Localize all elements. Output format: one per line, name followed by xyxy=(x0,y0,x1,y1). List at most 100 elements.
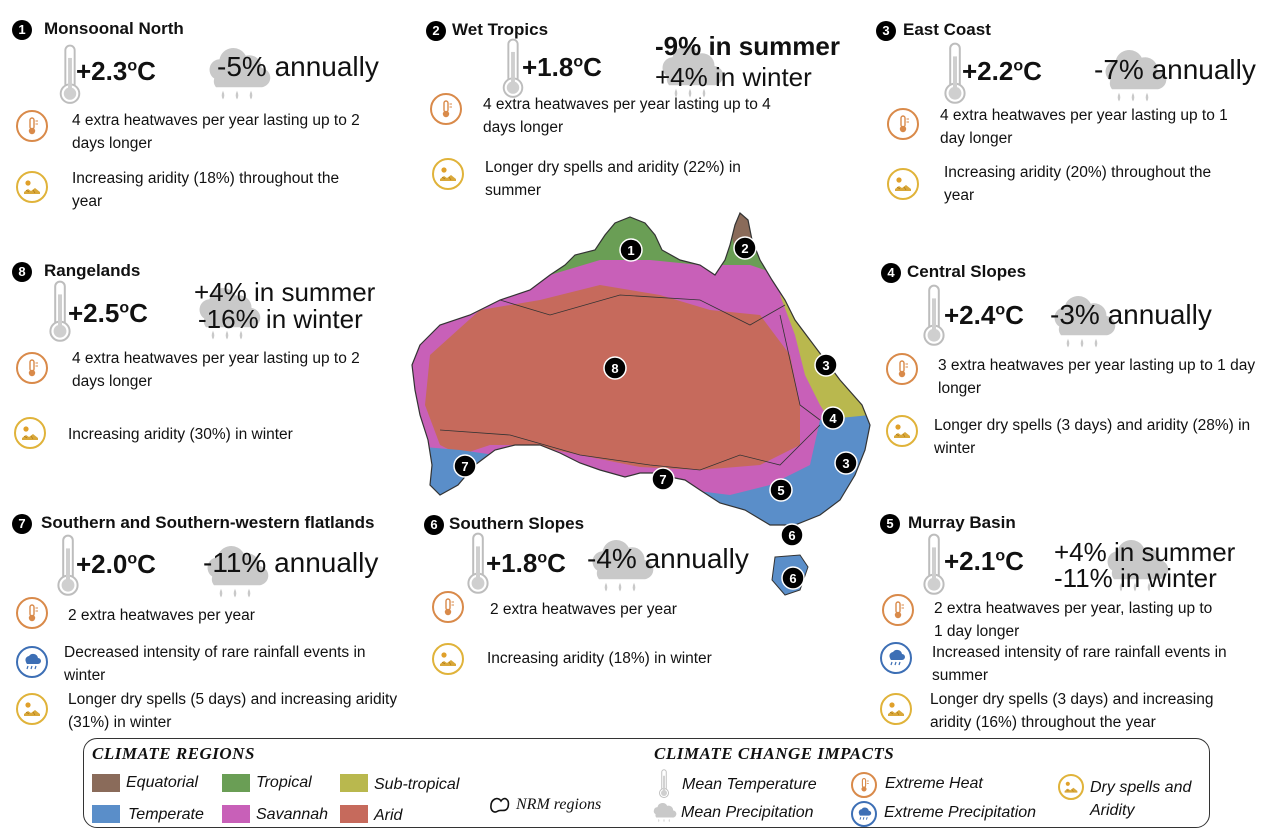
temperature-change: +2.3oC xyxy=(76,56,156,86)
legend-mean-temp: Mean Temperature xyxy=(682,776,817,793)
temperate-zone-west xyxy=(412,445,510,525)
nrm-boundary-icon xyxy=(490,797,510,813)
impact-text: 3 extra heatwaves per year lasting up to… xyxy=(938,357,1256,397)
region-number-badge: 1 xyxy=(12,20,32,40)
legend-mean-precip: Mean Precipitation xyxy=(681,804,814,821)
temperature-change: +2.0oC xyxy=(76,549,156,579)
extreme-heat-icon xyxy=(887,108,919,140)
extreme-precipitation-icon xyxy=(851,801,877,827)
extreme-heat-icon xyxy=(430,93,462,125)
extreme-heat-icon xyxy=(16,110,48,142)
impact-text: Increasing aridity (18%) throughout the … xyxy=(72,170,340,210)
map-badge-5: 5 xyxy=(777,483,784,498)
map-badge-6b: 6 xyxy=(789,571,796,586)
map-badge-7b: 7 xyxy=(659,472,666,487)
swatch-tropical xyxy=(222,774,250,792)
temperature-change: +2.2oC xyxy=(962,56,1042,86)
impact-text: Increasing aridity (18%) in winter xyxy=(487,650,712,667)
swatch-temperate xyxy=(92,805,120,823)
impact-text: Increasing aridity (20%) throughout the … xyxy=(944,164,1212,204)
legend-impacts-title: CLIMATE CHANGE IMPACTS xyxy=(654,744,895,763)
extreme-precipitation-icon xyxy=(880,642,912,674)
impact-text: 2 extra heatwaves per year xyxy=(490,601,677,618)
region-number-badge: 5 xyxy=(880,514,900,534)
legend-extreme-precip: Extreme Precipitation xyxy=(884,804,1037,821)
nrm-boundary xyxy=(779,314,821,421)
map-badge-3: 3 xyxy=(822,358,829,373)
australia-climate-map: 1 2 8 3 4 3 7 7 5 6 6 xyxy=(411,212,871,596)
extreme-heat-icon xyxy=(432,591,464,623)
dry-spells-icon xyxy=(16,171,48,203)
impact-text: Increased intensity of rare rainfall eve… xyxy=(932,644,1227,684)
dry-spells-icon xyxy=(887,168,919,200)
precipitation-change: -7% annually xyxy=(1094,54,1256,85)
nrm-boundary xyxy=(439,424,821,471)
legend-equatorial: Equatorial xyxy=(126,774,199,791)
dry-spells-icon xyxy=(16,693,48,725)
extreme-heat-icon xyxy=(16,352,48,384)
map-badge-3b: 3 xyxy=(842,456,849,471)
swatch-equatorial xyxy=(92,774,120,792)
impact-text: Increasing aridity (30%) in winter xyxy=(68,426,293,443)
map-badge-2: 2 xyxy=(741,241,748,256)
extreme-heat-icon xyxy=(16,597,48,629)
dry-spells-icon xyxy=(886,415,918,447)
impact-text: 2 extra heatwaves per year, lasting up t… xyxy=(934,600,1213,640)
impact-text: 4 extra heatwaves per year lasting up to… xyxy=(483,96,771,136)
legend-nrm: NRM regions xyxy=(516,796,602,813)
precipitation-change-winter: -16% in winter xyxy=(198,304,363,334)
legend-subtropical: Sub-tropical xyxy=(374,776,460,793)
legend-temperate: Temperate xyxy=(128,806,204,823)
temperature-change: +1.8oC xyxy=(486,548,566,578)
dry-spells-icon xyxy=(880,693,912,725)
map-badge-6: 6 xyxy=(788,528,795,543)
legend-regions-title: CLIMATE REGIONS xyxy=(92,744,255,763)
temperate-zone-east xyxy=(690,415,870,525)
region-number-badge: 4 xyxy=(881,263,901,283)
temperature-change: +1.8oC xyxy=(522,52,602,82)
temperature-change: +2.5oC xyxy=(68,298,148,328)
map-badge-7: 7 xyxy=(461,459,468,474)
extreme-heat-icon xyxy=(882,594,914,626)
extreme-heat-icon xyxy=(886,353,918,385)
mean-precipitation-icon xyxy=(651,802,677,824)
impact-text: Longer dry spells (3 days) and aridity (… xyxy=(934,417,1251,457)
impact-text: Longer dry spells (5 days) and increasin… xyxy=(68,691,398,731)
region-title: Central Slopes xyxy=(907,262,1027,281)
impact-text: 2 extra heatwaves per year xyxy=(68,607,255,624)
legend-extreme-heat: Extreme Heat xyxy=(885,775,983,792)
region-number-badge: 8 xyxy=(12,262,32,282)
map-badge-1: 1 xyxy=(627,243,634,258)
precipitation-change-winter: -11% in winter xyxy=(1054,563,1217,593)
mean-temperature-icon xyxy=(657,769,671,799)
legend-arid: Arid xyxy=(374,807,403,824)
precipitation-change-summer: +4% in summer xyxy=(194,277,376,307)
impact-text: 4 extra heatwaves per year lasting up to… xyxy=(72,350,360,390)
precipitation-change-summer: -9% in summer xyxy=(655,31,840,61)
region-number-badge: 3 xyxy=(876,21,896,41)
precipitation-change-summer: +4% in summer xyxy=(1054,537,1236,567)
region-number-badge: 6 xyxy=(424,515,444,535)
nrm-boundary xyxy=(499,294,786,326)
swatch-arid xyxy=(340,805,368,823)
impact-text: Longer dry spells (3 days) and increasin… xyxy=(930,691,1214,731)
region-title: Southern and Southern-western flatlands xyxy=(41,513,375,532)
precipitation-change: -4% annually xyxy=(587,543,749,574)
region-title: Southern Slopes xyxy=(449,514,585,533)
map-region-badges: 1 2 8 3 4 3 7 7 5 6 6 xyxy=(453,236,858,590)
dry-spells-icon xyxy=(1058,774,1084,800)
region-title: Wet Tropics xyxy=(452,20,549,39)
region-number-badge: 7 xyxy=(12,514,32,534)
legend-savannah: Savannah xyxy=(256,806,329,823)
extreme-heat-icon xyxy=(851,772,877,798)
region-title: Murray Basin xyxy=(908,513,1016,532)
legend-tropical: Tropical xyxy=(256,774,312,791)
dry-spells-icon xyxy=(14,417,46,449)
temperature-change: +2.1oC xyxy=(944,546,1024,576)
dry-spells-icon xyxy=(432,643,464,675)
precipitation-change-winter: +4% in winter xyxy=(655,62,812,92)
swatch-savannah xyxy=(222,805,250,823)
precipitation-change: -5% annually xyxy=(217,51,379,82)
region-title: Monsoonal North xyxy=(44,19,184,38)
temperature-change: +2.4oC xyxy=(944,300,1024,330)
